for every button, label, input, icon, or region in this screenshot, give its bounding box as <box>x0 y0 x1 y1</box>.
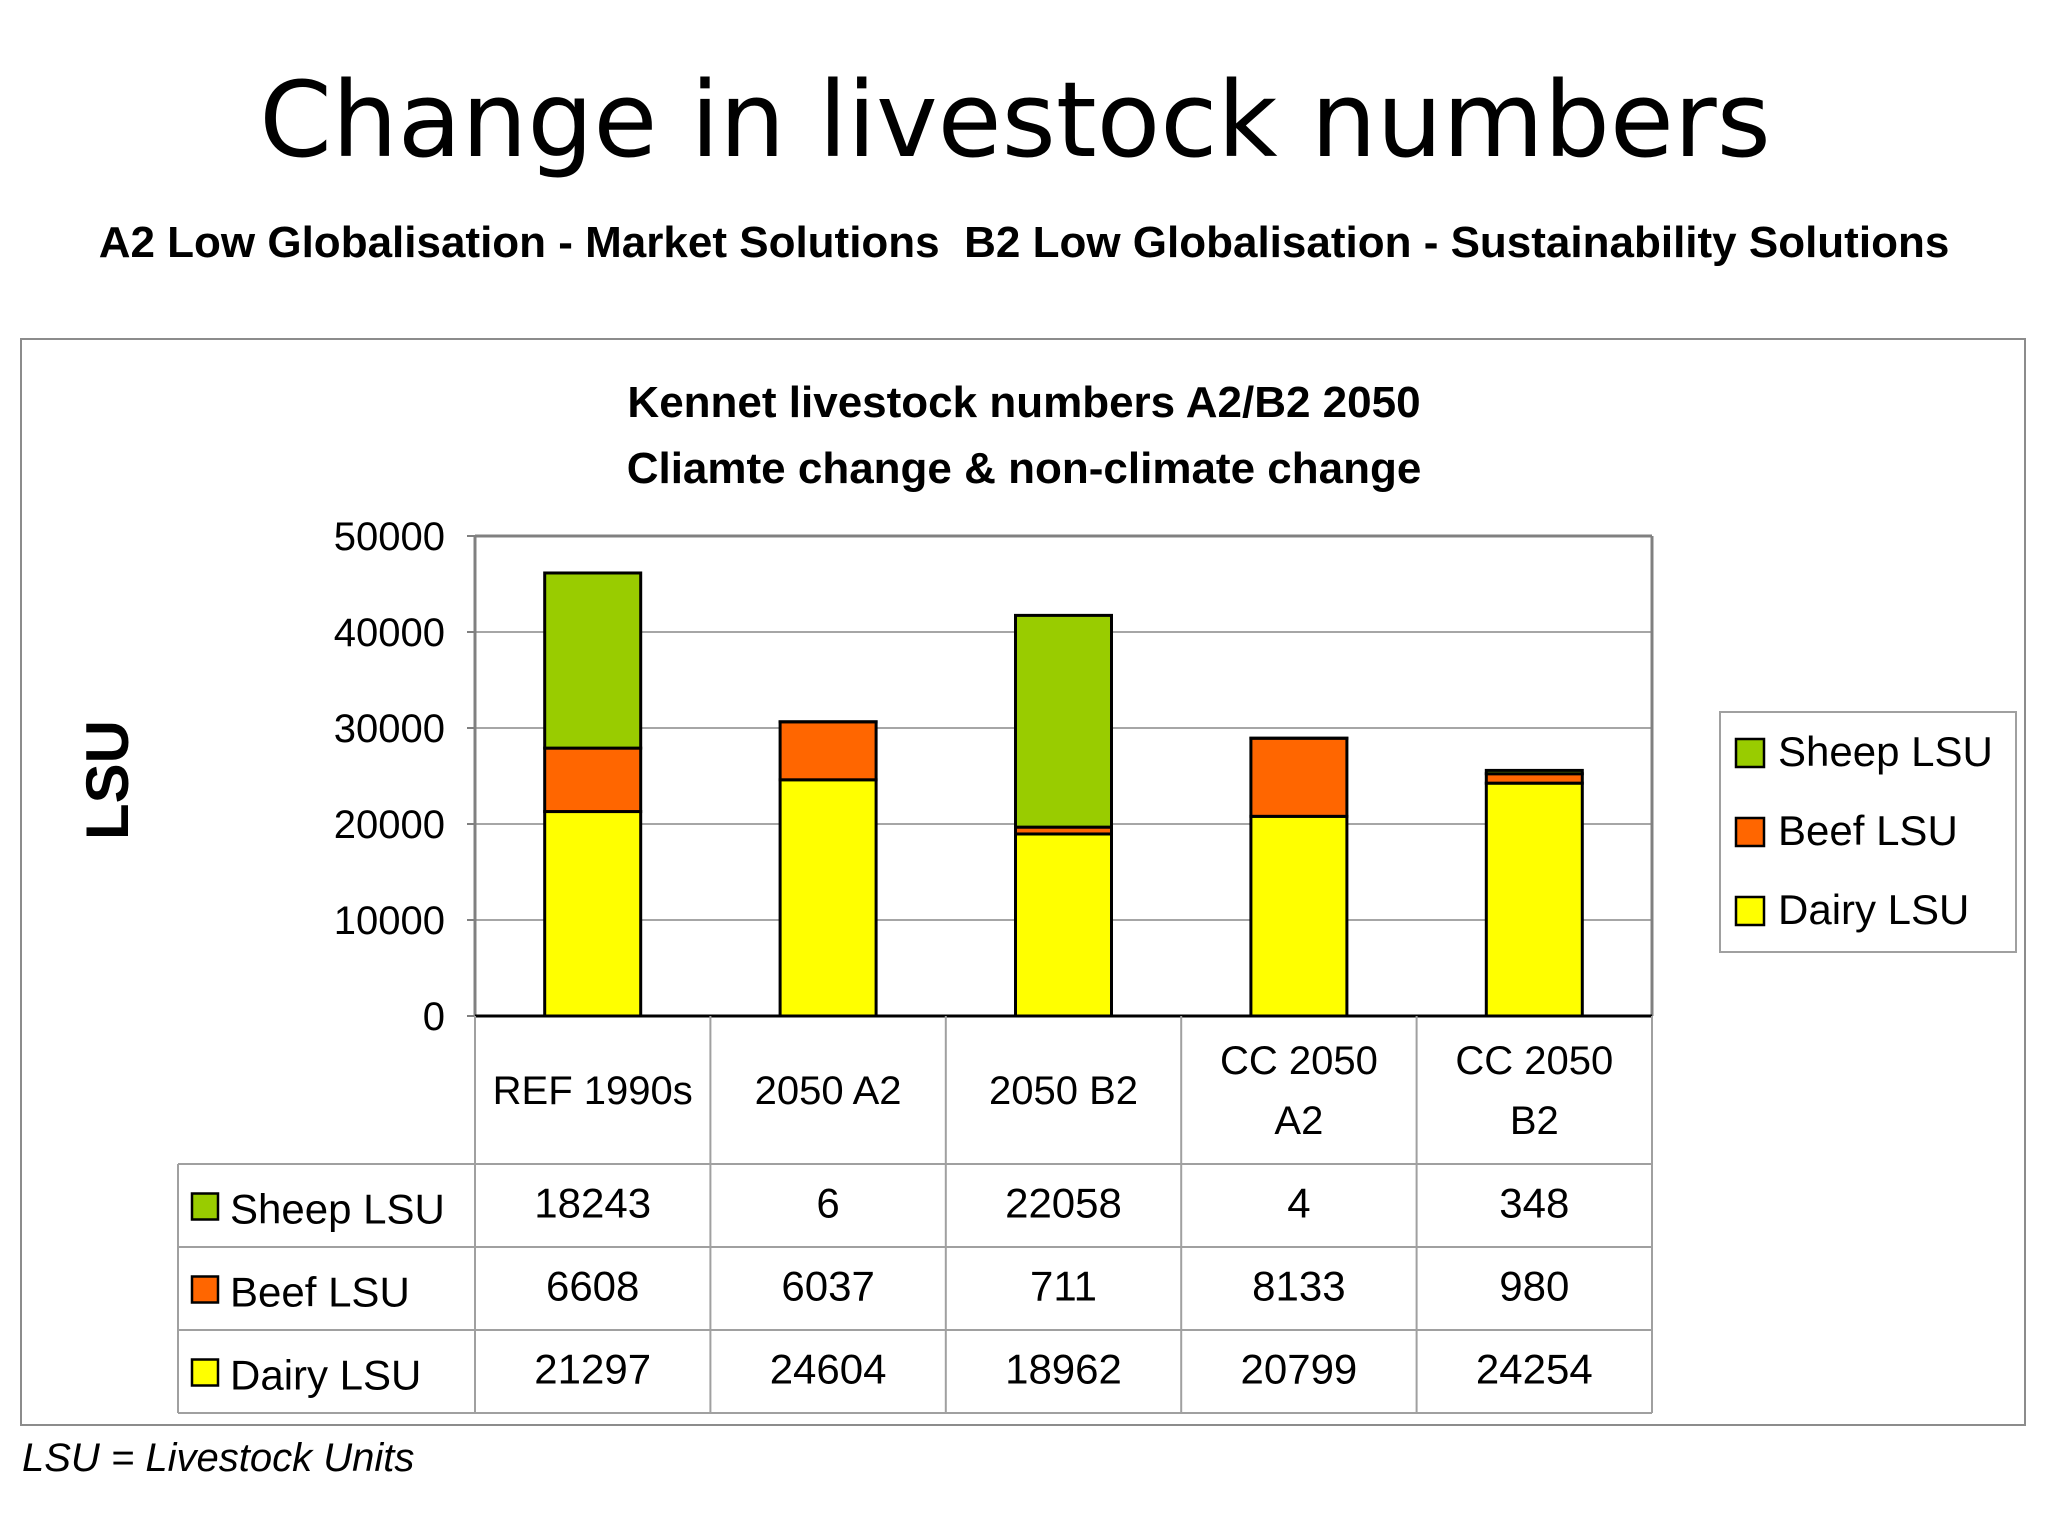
slide-subtitle: A2 Low Globalisation - Market Solutions … <box>98 218 1950 267</box>
bars <box>543 571 1584 1018</box>
bar-beef-lsu-ref-1990s <box>543 746 643 814</box>
table-cell-value: 21297 <box>534 1346 651 1393</box>
x-category-label: 2050 A2 <box>755 1069 902 1113</box>
chart-title-line-1: Kennet livestock numbers A2/B2 2050 <box>627 378 1421 427</box>
legend-swatch-sheep-lsu <box>1734 737 1766 769</box>
table-cell-value: 980 <box>1499 1263 1569 1310</box>
y-tick-label: 40000 <box>334 611 445 655</box>
legend-label: Sheep LSU <box>1778 728 1993 775</box>
bar-dairy-lsu-cc-2050-a2 <box>1249 814 1349 1018</box>
table-key-sheep-lsu <box>190 1192 220 1221</box>
legend-label: Beef LSU <box>1778 807 1958 854</box>
bar-dairy-lsu-2050-a2 <box>778 778 878 1018</box>
table-cell-value: 6 <box>816 1180 839 1227</box>
table-cell-value: 6037 <box>781 1263 874 1310</box>
x-category-label: CC 2050 <box>1455 1039 1613 1083</box>
bar-sheep-lsu-cc-2050-b2 <box>1484 768 1584 776</box>
legend-box <box>1719 711 2017 953</box>
table-cell-value: 20799 <box>1241 1346 1358 1393</box>
legend-label: Dairy LSU <box>1778 886 1969 933</box>
legend-swatch-dairy-lsu <box>1734 895 1766 927</box>
table-cell-value: 8133 <box>1252 1263 1345 1310</box>
chart-title: Kennet livestock numbers A2/B2 2050 Clia… <box>0 370 2048 502</box>
footnote: LSU = Livestock Units <box>22 1436 415 1480</box>
y-axis-label: LSU <box>74 720 141 840</box>
table-cell-value: 18243 <box>534 1180 651 1227</box>
y-tick-label: 30000 <box>334 707 445 751</box>
table-cell-value: 22058 <box>1005 1180 1122 1227</box>
chart-frame <box>20 338 2026 1426</box>
y-tick-label: 20000 <box>334 803 445 847</box>
table-cell-value: 348 <box>1499 1180 1569 1227</box>
table-row-label: Sheep LSU <box>230 1186 445 1233</box>
legend: Sheep LSU Beef LSU Dairy LSU <box>1719 711 2017 953</box>
x-category-label: B2 <box>1510 1099 1559 1143</box>
table-cell-value: 6608 <box>546 1263 639 1310</box>
bar-dairy-lsu-cc-2050-b2 <box>1484 781 1584 1018</box>
x-category-label: CC 2050 <box>1220 1039 1378 1083</box>
x-category-label: REF 1990s <box>493 1069 693 1113</box>
table-cell-value: 24604 <box>770 1346 887 1393</box>
bar-beef-lsu-cc-2050-a2 <box>1249 736 1349 818</box>
chart-title-line-2: Cliamte change & non-climate change <box>626 444 1422 493</box>
table-cell-value: 24254 <box>1476 1346 1593 1393</box>
axes: 0 10000 20000 30000 40000 50000 REF 1990s 2050 … <box>334 515 1654 1143</box>
x-category-label: A2 <box>1274 1099 1323 1143</box>
slide-title: Change in livestock numbers <box>259 59 1771 181</box>
y-tick-label: 0 <box>423 995 445 1039</box>
table-key-dairy-lsu <box>190 1358 220 1387</box>
table-cell-value: 18962 <box>1005 1346 1122 1393</box>
table-key-beef-lsu <box>190 1275 220 1304</box>
bar-dairy-lsu-ref-1990s <box>543 810 643 1018</box>
table-cell-value: 711 <box>1030 1263 1097 1310</box>
bar-dairy-lsu-2050-b2 <box>1014 832 1113 1018</box>
legend-swatch-beef-lsu <box>1734 816 1766 848</box>
y-tick-label: 10000 <box>334 899 445 943</box>
table-row-label: Dairy LSU <box>230 1352 421 1399</box>
bar-sheep-lsu-ref-1990s <box>543 571 643 750</box>
bar-beef-lsu-2050-a2 <box>778 720 878 782</box>
table-row-label: Beef LSU <box>230 1269 410 1316</box>
bar-sheep-lsu-2050-b2 <box>1014 613 1113 829</box>
x-category-label: 2050 B2 <box>989 1069 1138 1113</box>
data-table: Sheep LSU 18243 6 22058 4 348 Beef LSU 6608 6037… <box>177 1016 1653 1414</box>
table-cell-value: 4 <box>1287 1180 1310 1227</box>
y-tick-label: 50000 <box>334 515 445 559</box>
